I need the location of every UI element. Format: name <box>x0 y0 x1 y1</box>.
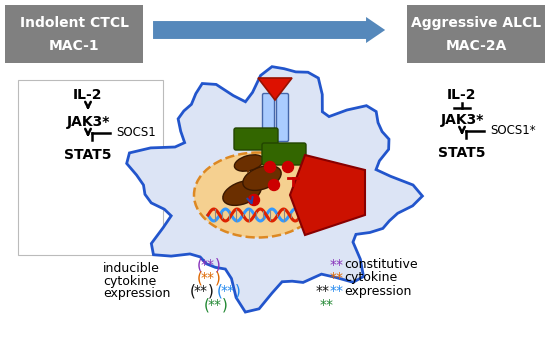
Text: (: ( <box>197 258 203 272</box>
FancyBboxPatch shape <box>407 5 545 63</box>
Circle shape <box>283 161 294 172</box>
Polygon shape <box>126 67 422 312</box>
Text: IL-2: IL-2 <box>73 88 103 102</box>
Text: **: ** <box>316 284 330 298</box>
Text: **: ** <box>330 258 344 272</box>
Circle shape <box>265 161 276 172</box>
Text: (: ( <box>190 284 196 298</box>
Text: **: ** <box>320 298 334 312</box>
Text: MAC-2A: MAC-2A <box>446 39 507 53</box>
Text: **: ** <box>208 298 222 312</box>
Text: STAT: STAT <box>250 174 271 184</box>
Text: **: ** <box>201 258 215 272</box>
Ellipse shape <box>234 155 263 171</box>
Text: **: ** <box>221 284 235 298</box>
Circle shape <box>249 194 260 205</box>
Text: **: ** <box>194 284 208 298</box>
FancyBboxPatch shape <box>234 128 278 150</box>
Text: P: P <box>285 166 290 171</box>
FancyBboxPatch shape <box>262 93 274 141</box>
Text: P: P <box>252 199 256 204</box>
Text: Disease progression: Disease progression <box>192 24 345 37</box>
Polygon shape <box>258 78 292 100</box>
Text: ): ) <box>215 271 221 285</box>
Text: JAK1: JAK1 <box>243 134 270 144</box>
Text: STAT: STAT <box>239 161 258 167</box>
Text: SOCS1: SOCS1 <box>312 190 351 200</box>
FancyBboxPatch shape <box>277 93 289 141</box>
Text: JAK3*: JAK3* <box>441 113 483 127</box>
Text: Indolent CTCL: Indolent CTCL <box>19 16 129 30</box>
FancyBboxPatch shape <box>5 5 143 63</box>
FancyArrow shape <box>152 15 387 45</box>
Ellipse shape <box>223 181 261 205</box>
Text: JAK3*: JAK3* <box>67 115 109 129</box>
Text: Aggressive ALCL: Aggressive ALCL <box>411 16 541 30</box>
Text: expression: expression <box>344 285 411 298</box>
Ellipse shape <box>243 166 281 190</box>
Text: STAT5: STAT5 <box>438 146 486 160</box>
Text: (: ( <box>204 298 210 312</box>
Polygon shape <box>290 155 365 235</box>
Text: P: P <box>272 184 276 188</box>
Text: JAK3: JAK3 <box>271 149 298 159</box>
Text: MAC-1: MAC-1 <box>49 39 100 53</box>
Text: (: ( <box>217 284 223 298</box>
FancyBboxPatch shape <box>18 80 163 255</box>
Text: **: ** <box>330 284 344 298</box>
Text: ): ) <box>215 258 221 272</box>
Text: P: P <box>268 166 272 171</box>
Text: STAT: STAT <box>230 190 250 199</box>
FancyBboxPatch shape <box>262 143 306 165</box>
Text: ): ) <box>222 298 228 312</box>
Text: **: ** <box>330 271 344 285</box>
Text: (: ( <box>197 271 203 285</box>
Text: STAT5: STAT5 <box>64 148 112 162</box>
Circle shape <box>268 179 279 191</box>
Text: expression: expression <box>103 287 170 300</box>
Text: **: ** <box>201 271 215 285</box>
Text: SOCS1*: SOCS1* <box>490 125 536 138</box>
Ellipse shape <box>194 152 322 238</box>
Text: ): ) <box>235 284 241 298</box>
Text: cytokine: cytokine <box>103 274 156 287</box>
Text: cytokine: cytokine <box>344 272 397 285</box>
Text: SOCS1: SOCS1 <box>116 126 156 139</box>
Text: constitutive: constitutive <box>344 258 417 272</box>
Text: ): ) <box>208 284 214 298</box>
Text: IL-2: IL-2 <box>447 88 477 102</box>
Text: inducible: inducible <box>103 261 160 274</box>
